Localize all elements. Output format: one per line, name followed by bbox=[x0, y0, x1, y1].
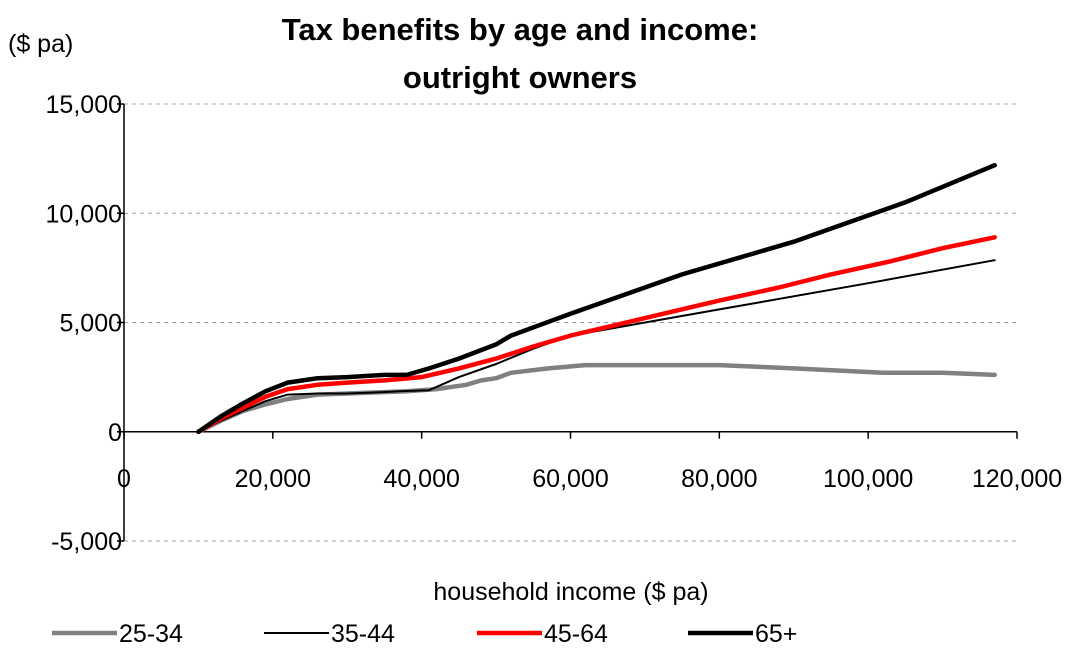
y-axis-label: ($ pa) bbox=[8, 30, 73, 58]
series-line-25-34 bbox=[196, 362, 997, 435]
x-tick-label-5: 100,000 bbox=[823, 465, 913, 493]
tick-labels: -5,000 0 5,000 10,000 15,000 0 20,000 40,000 60,… bbox=[46, 91, 1063, 556]
y-tick-label-4: 15,000 bbox=[46, 91, 122, 119]
series-line-35-44 bbox=[197, 259, 996, 433]
legend-label-45-64: 45-64 bbox=[544, 620, 608, 648]
x-tick-label-0: 0 bbox=[117, 465, 131, 493]
y-tick-label-1: 0 bbox=[108, 419, 122, 447]
legend-label-35-44: 35-44 bbox=[331, 620, 395, 648]
series-line-45-64 bbox=[196, 235, 997, 435]
chart-title-line-2: outright owners bbox=[403, 60, 637, 95]
x-axis-label: household income ($ pa) bbox=[433, 578, 708, 606]
y-tick-label-3: 10,000 bbox=[46, 200, 122, 228]
y-tick-label-0: -5,000 bbox=[51, 528, 122, 556]
axes bbox=[117, 103, 1018, 542]
series-lines bbox=[196, 162, 997, 435]
x-tick-label-6: 120,000 bbox=[972, 465, 1062, 493]
legend-label-65+: 65+ bbox=[755, 620, 797, 648]
legend: 25-34 35-44 45-64 65+ bbox=[52, 620, 797, 648]
y-tick-label-2: 5,000 bbox=[59, 310, 122, 338]
series-line-65+ bbox=[196, 162, 997, 435]
x-tick-label-4: 80,000 bbox=[681, 465, 757, 493]
x-tick-label-2: 40,000 bbox=[383, 465, 459, 493]
x-tick-label-1: 20,000 bbox=[235, 465, 311, 493]
x-tick-label-3: 60,000 bbox=[532, 465, 608, 493]
chart-title-line-1: Tax benefits by age and income: bbox=[282, 12, 759, 47]
legend-label-25-34: 25-34 bbox=[119, 620, 183, 648]
